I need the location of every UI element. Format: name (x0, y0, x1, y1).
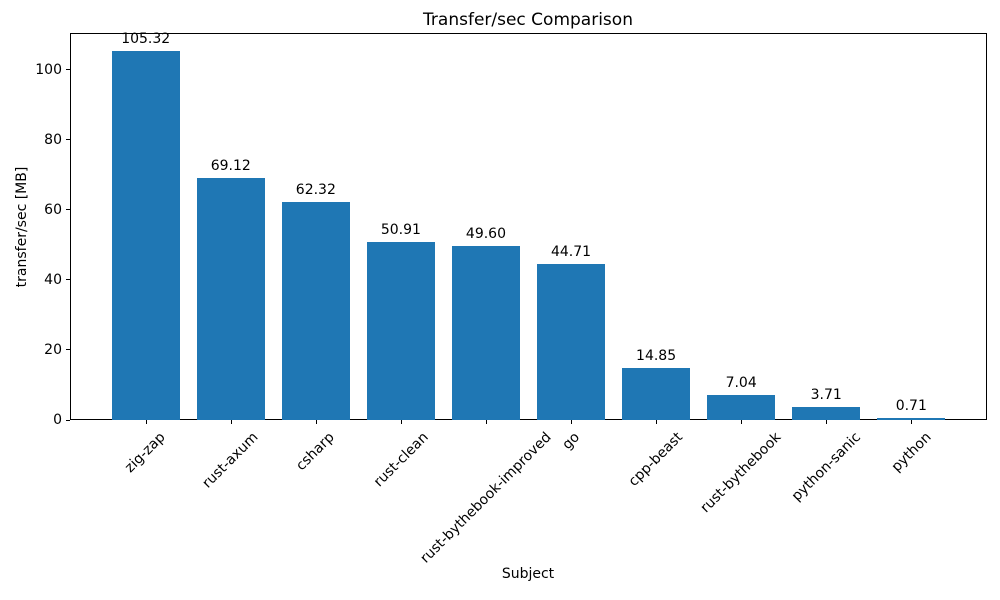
y-tick (66, 69, 70, 71)
bar (451, 246, 520, 420)
bar-value-label: 50.91 (380, 221, 421, 238)
x-tick (315, 420, 317, 424)
bar (366, 241, 435, 420)
y-tick-label: 80 (44, 131, 62, 148)
x-tick-label: zig-zap (122, 429, 170, 476)
x-tick-label: rust-bythebook-improved (417, 429, 555, 567)
y-tick (66, 209, 70, 211)
y-tick-label: 40 (44, 271, 62, 288)
x-axis-label: Subject (501, 566, 555, 582)
x-tick (741, 420, 743, 424)
y-tick-label: 0 (53, 412, 62, 428)
bar (537, 263, 606, 420)
bar (622, 368, 691, 420)
y-tick-label: 60 (44, 201, 62, 218)
bar (707, 395, 776, 420)
x-tick-label: rust-clean (370, 429, 432, 491)
x-tick (145, 420, 147, 424)
bar-value-label: 3.71 (810, 387, 842, 403)
bar (196, 178, 265, 420)
x-tick-label: python-sanic (788, 429, 864, 505)
bar-value-label: 7.04 (725, 375, 757, 392)
bar (792, 407, 861, 420)
bar (111, 51, 180, 420)
x-tick (911, 420, 913, 424)
y-axis-label: transfer/sec [MB] (14, 166, 30, 288)
bar-value-label: 69.12 (210, 158, 251, 175)
x-tick-label: rust-axum (199, 429, 262, 492)
x-tick-label: csharp (293, 429, 339, 474)
x-tick (656, 420, 658, 424)
bar (281, 201, 350, 420)
x-tick (826, 420, 828, 424)
x-tick (400, 420, 402, 424)
x-tick (571, 420, 573, 424)
x-tick (230, 420, 232, 424)
y-tick (66, 139, 70, 141)
y-tick-label: 20 (44, 341, 62, 358)
bar-value-label: 14.85 (636, 348, 677, 365)
y-tick (66, 279, 70, 281)
bar-value-label: 0.71 (895, 397, 927, 414)
x-tick-label: cpp-beast (625, 429, 687, 490)
bar-value-label: 62.32 (295, 181, 336, 198)
y-tick (66, 419, 70, 421)
x-tick (485, 420, 487, 424)
bar-value-label: 44.71 (550, 243, 592, 260)
x-tick-label: python (888, 429, 935, 476)
x-tick-label: rust-bythebook (697, 429, 785, 517)
y-tick-label: 100 (35, 61, 62, 78)
chart-title: Transfer/sec Comparison (423, 10, 633, 30)
bar-value-label: 105.32 (121, 31, 171, 48)
bar-value-label: 49.60 (465, 226, 506, 243)
x-tick-label: go (559, 429, 583, 453)
bar (877, 417, 946, 420)
y-tick (66, 349, 70, 351)
